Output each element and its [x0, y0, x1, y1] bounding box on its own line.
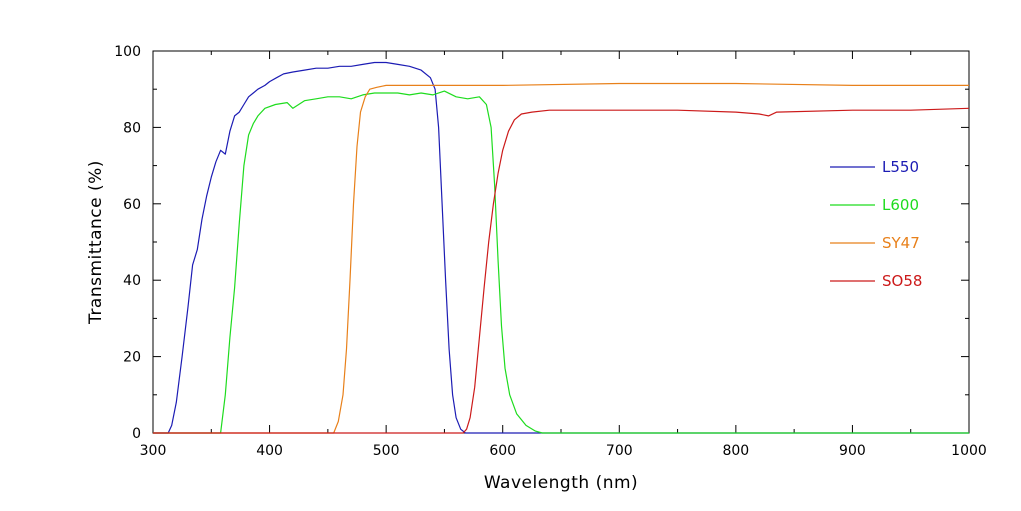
x-tick-label: 400 — [256, 443, 283, 459]
axis-tick-labels: 300 400 500 600 700 800 900 1000 0 20 40 60 80 100 — [114, 44, 987, 459]
series-lines — [153, 61, 970, 434]
axis-ticks — [152, 50, 970, 434]
legend-label-so58: SO58 — [882, 272, 922, 290]
series-line-l550 — [153, 61, 969, 434]
y-axis-title: Transmittance (%) — [86, 160, 106, 325]
y-tick-label: 40 — [123, 273, 141, 289]
y-tick-label: 60 — [123, 197, 141, 213]
series-line-so58 — [153, 107, 970, 434]
legend: L550 L600 SY47 SO58 — [830, 158, 922, 290]
plot-frame — [152, 50, 970, 434]
legend-label-l600: L600 — [882, 196, 919, 214]
x-axis-title: Wavelength (nm) — [484, 473, 638, 493]
y-tick-label: 20 — [123, 350, 141, 366]
x-tick-label: 800 — [722, 443, 749, 459]
x-tick-label: 500 — [373, 443, 400, 459]
series-line-sy47 — [153, 82, 969, 434]
series-line-l600 — [153, 90, 969, 434]
legend-label-sy47: SY47 — [882, 234, 920, 252]
x-tick-label: 900 — [839, 443, 866, 459]
x-tick-label: 300 — [140, 443, 167, 459]
y-tick-label: 80 — [123, 120, 141, 136]
x-tick-label: 1000 — [951, 443, 987, 459]
x-tick-label: 700 — [606, 443, 633, 459]
y-tick-label: 100 — [114, 44, 141, 60]
x-tick-label: 600 — [489, 443, 516, 459]
legend-label-l550: L550 — [882, 158, 919, 176]
y-tick-label: 0 — [132, 426, 141, 442]
